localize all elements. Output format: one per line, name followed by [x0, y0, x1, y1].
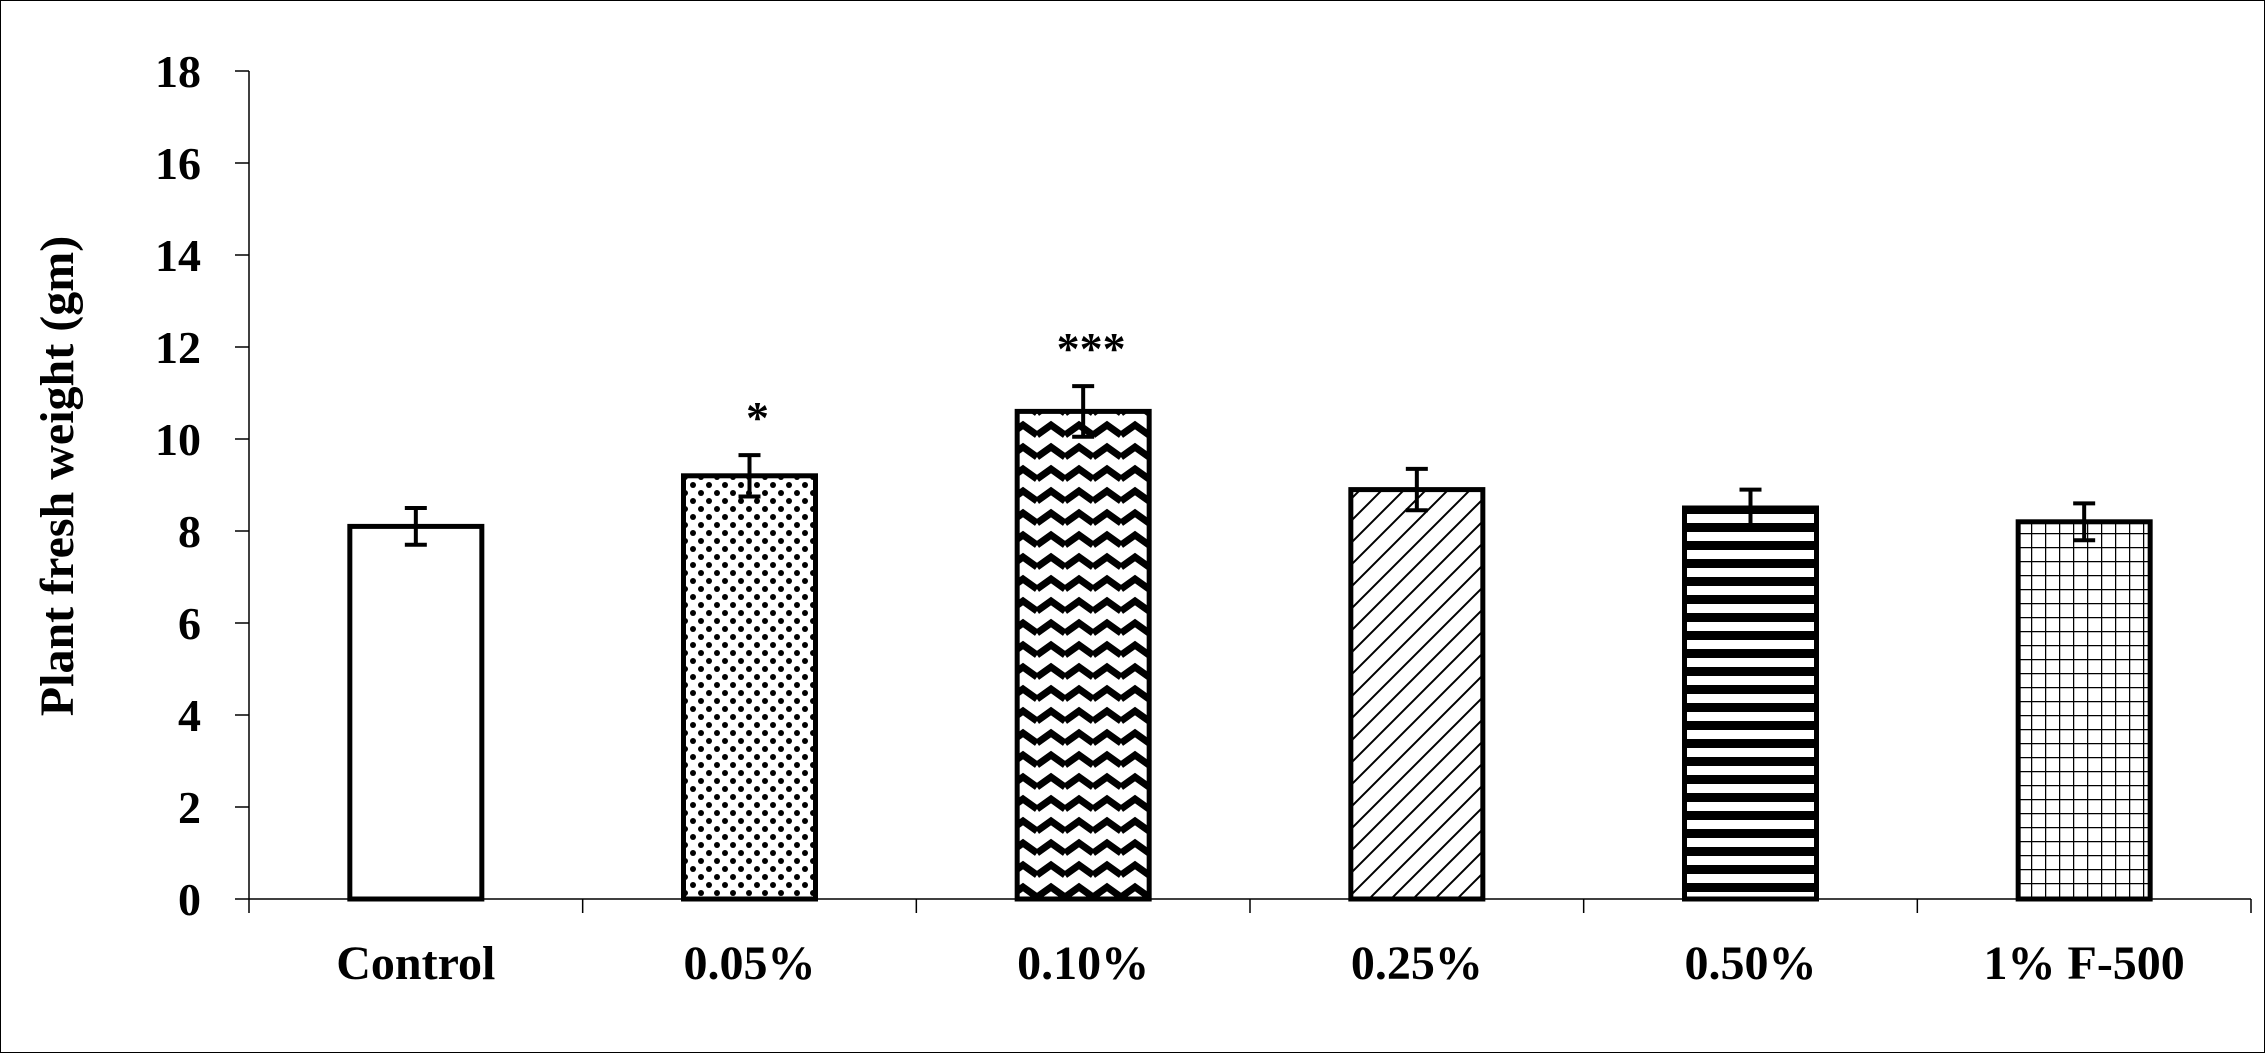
y-tick-label: 14: [155, 230, 201, 281]
x-category-label: 0.25%: [1351, 937, 1483, 990]
x-category-label: 1% F-500: [1984, 937, 2185, 990]
y-tick-label: 16: [155, 138, 201, 189]
y-tick-label: 12: [155, 322, 201, 373]
bar: [1348, 487, 1486, 902]
y-tick-label: 6: [178, 598, 201, 649]
bar: [1014, 408, 1152, 902]
x-category-label: 0.10%: [1017, 937, 1149, 990]
bar: [681, 473, 818, 902]
x-category-label: 0.50%: [1685, 937, 1817, 990]
axes: [235, 70, 2252, 913]
y-tick-label: 0: [178, 874, 201, 925]
bar: [1682, 505, 1819, 902]
y-tick-label: 18: [155, 46, 201, 97]
bar: [2015, 519, 2153, 902]
y-axis-title: Plant fresh weight (gm): [31, 236, 84, 716]
significance-annotation: *: [746, 392, 769, 443]
bar: [347, 523, 485, 902]
significance-annotation: ***: [1057, 323, 1126, 374]
bars: [347, 384, 2153, 902]
x-category-label: 0.05%: [684, 937, 816, 990]
y-tick-label: 8: [178, 506, 201, 557]
y-tick-label: 2: [178, 782, 201, 833]
labels: 0 2 4 6 8 10 12 14 16 18 Control * 0.05% *** 0.10% 0.25…: [155, 46, 2185, 990]
y-tick-label: 10: [155, 414, 201, 465]
y-tick-label: 4: [178, 690, 201, 741]
x-category-label: Control: [336, 937, 495, 990]
